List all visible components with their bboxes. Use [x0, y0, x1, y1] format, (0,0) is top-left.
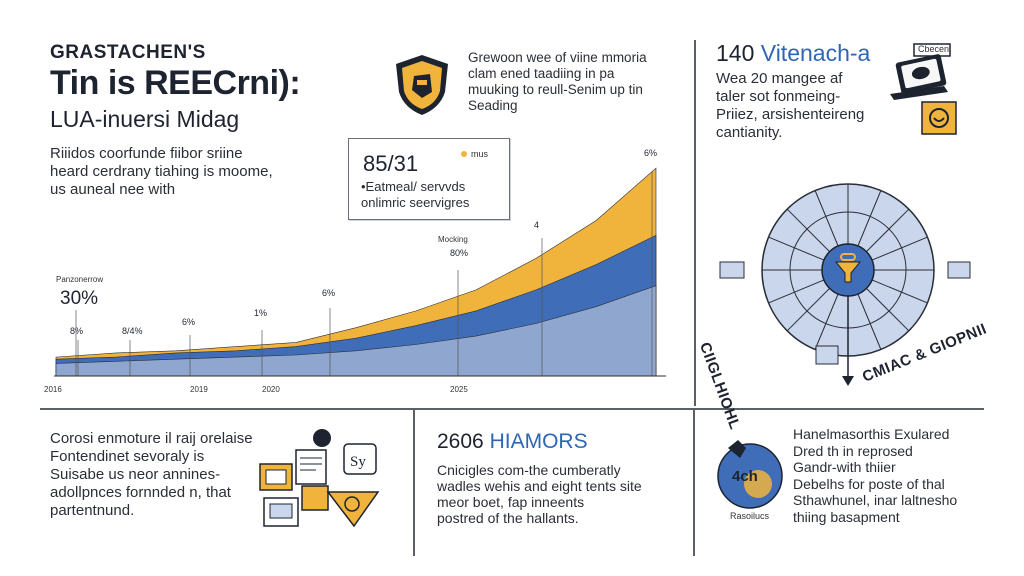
horizontal-divider — [40, 408, 984, 410]
dial-spoke — [866, 288, 910, 332]
dial-spoke — [814, 293, 839, 350]
legend-gold-swatch — [461, 151, 467, 157]
dial-spoke — [768, 236, 825, 261]
page-subtitle: LUA-inuersi Midag — [50, 106, 240, 132]
x-tick-label: 2020 — [262, 385, 280, 394]
funnel-icon — [834, 261, 862, 283]
annotation-label: Mocking — [438, 235, 468, 244]
annotation-value: 4 — [534, 220, 539, 230]
dial-spoke — [866, 208, 910, 252]
bottom-left-text: Corosi enmoture il raij orelaise Fontend… — [50, 430, 253, 519]
blue-badge-caption: Rasoilucs — [730, 511, 770, 521]
annotation-value: 6% — [644, 148, 657, 158]
header-kicker: GRASTACHEN'S — [50, 42, 206, 63]
callout-value: 85/31 — [363, 151, 419, 176]
top-mid-text: Grewoon wee of viine mmoria clam ened ta… — [468, 50, 647, 113]
dial-badge-left — [719, 261, 745, 279]
blue-badge-icon — [717, 440, 783, 509]
callout-text: •Eatmeal/ servvds onlimric seervigres — [361, 179, 470, 210]
bottom-mid-text: Cnicigles com-the cumberatly wadles wehi… — [437, 462, 642, 526]
blue-badge-label: 4ch — [732, 468, 758, 485]
x-tick-label: 2016 — [44, 385, 62, 394]
x-tick-label: 2019 — [190, 385, 208, 394]
dial-spoke — [871, 236, 928, 261]
area-light-blue — [55, 285, 657, 377]
bottom-right-text: Hanelmasorthis Exulared Dred th in repro… — [793, 426, 958, 525]
bottom-mid-accent: HIAMORS — [489, 430, 588, 453]
annotation-value: 6% — [322, 288, 335, 298]
x-tick-label: 2025 — [450, 385, 468, 394]
top-right-metric: 140 Vitenach-a — [716, 40, 871, 66]
bottom-mid-metric: 2606 HIAMORS — [437, 430, 588, 453]
dial-spoke — [786, 208, 830, 252]
dial-spoke — [857, 293, 882, 350]
shield-icon — [396, 55, 448, 115]
dial-spoke — [786, 288, 830, 332]
dial-badge-bottom — [815, 345, 839, 365]
annotation-value: 80% — [450, 248, 468, 258]
svg-text:Sy: Sy — [350, 454, 366, 470]
callout-box: 85/31 mus •Eatmeal/ servvds onlimric see… — [348, 138, 510, 220]
dial-spoke — [814, 190, 839, 247]
annotation-label: Panzonerrow — [56, 275, 103, 284]
dial-spoke — [768, 279, 825, 304]
page-title: Tin is REECrni): — [50, 64, 301, 102]
top-right-text: Wea 20 mangee af taler sot fonmeing- Pri… — [716, 70, 865, 141]
vertical-divider-bottom-2 — [693, 410, 695, 556]
annotation-value: 30% — [60, 288, 98, 309]
callout-legend: mus — [461, 149, 488, 159]
dial-spoke — [857, 190, 882, 247]
dial-pointer-arrow — [842, 376, 854, 386]
vertical-divider-bottom-1 — [413, 410, 415, 556]
annotation-value: 6% — [182, 317, 195, 327]
annotation-value: 8/4% — [122, 326, 143, 336]
dial-spoke — [871, 279, 928, 304]
top-right-accent: Vitenach-a — [760, 40, 871, 66]
dial-top-label: Cbecen — [918, 44, 950, 54]
annotation-value: 1% — [254, 308, 267, 318]
vertical-divider-main — [694, 40, 696, 406]
documents-cluster-icon: Sy — [259, 429, 380, 528]
intro-text: Riiidos coorfunde fiibor sriine heard ce… — [50, 145, 273, 198]
dial-badge-right — [947, 261, 971, 279]
annotation-value: 8% — [70, 326, 83, 336]
laptop-fingerprint-icon — [890, 43, 957, 135]
segmented-dial — [719, 183, 971, 386]
